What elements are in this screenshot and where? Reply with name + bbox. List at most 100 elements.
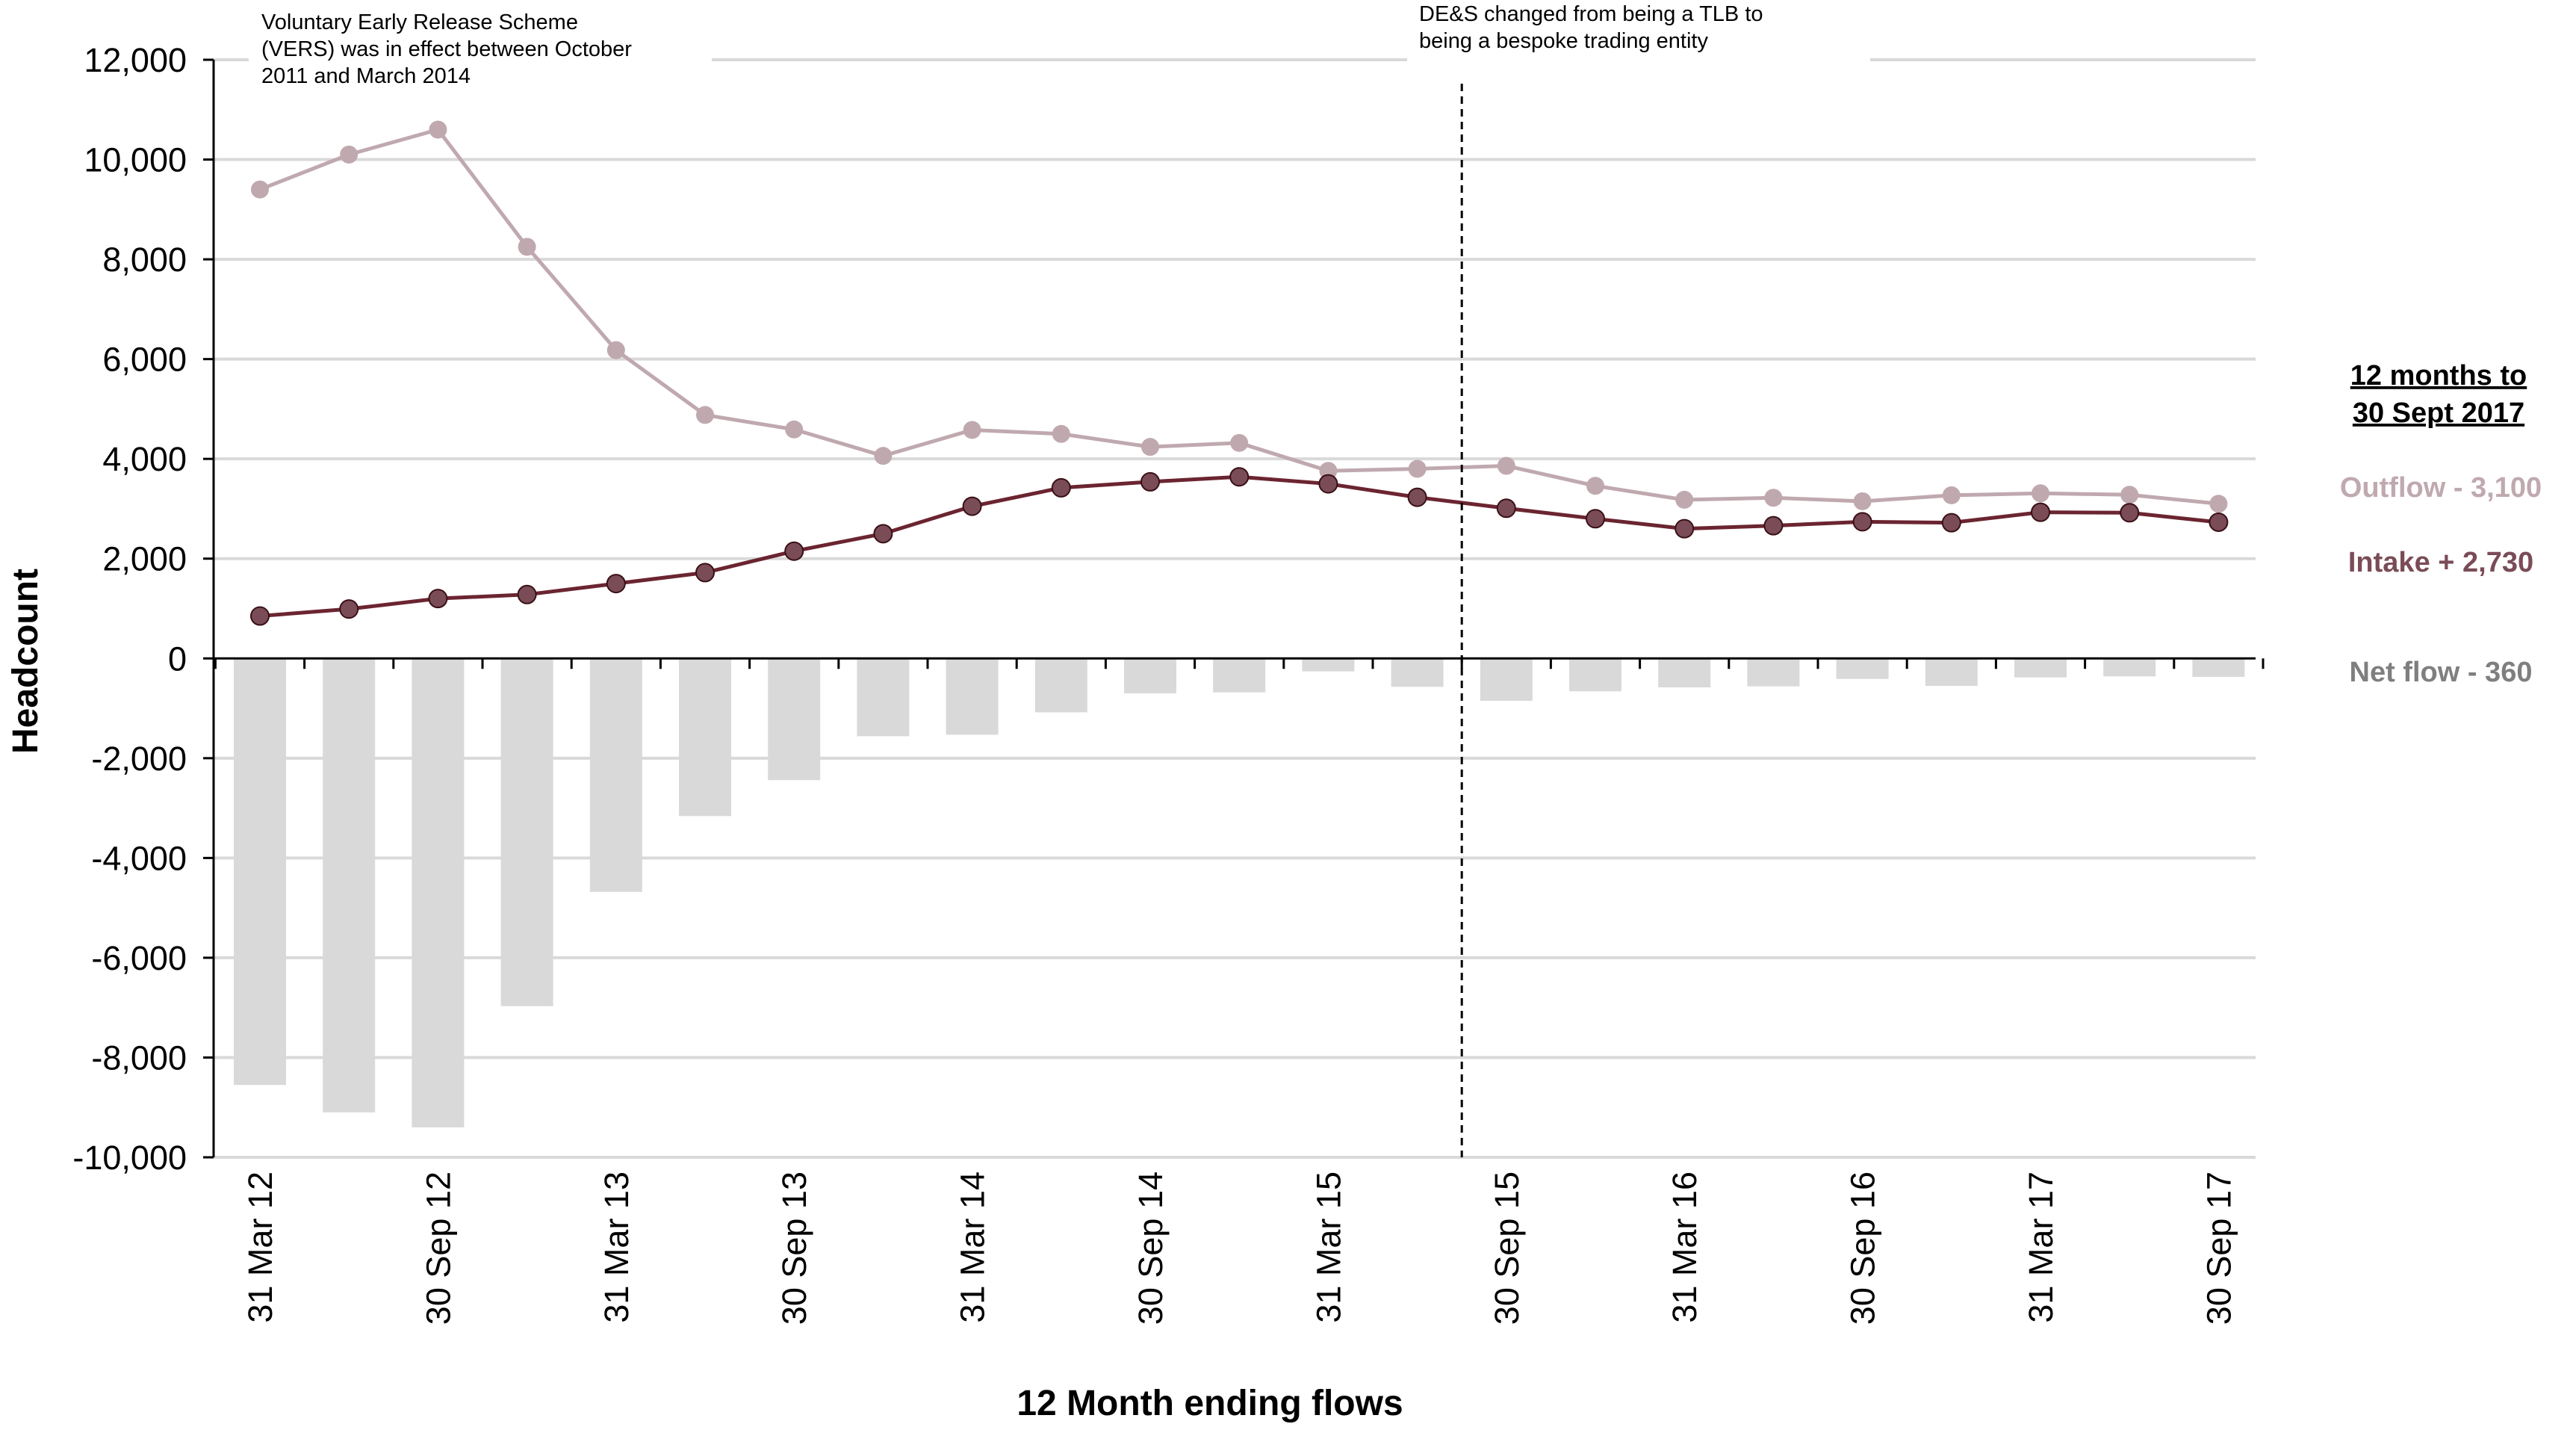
intake-point: [1675, 519, 1695, 539]
intake-point: [2120, 503, 2140, 523]
intake-point: [1763, 516, 1784, 536]
y-tick-label: -2,000: [91, 740, 187, 778]
x-tick-label: 30 Sep 15: [1488, 1171, 1526, 1325]
x-tick-label: 30 Sep 17: [2200, 1171, 2238, 1325]
outflow-point: [1764, 489, 1783, 507]
outflow-point: [2120, 486, 2139, 504]
outflow-point: [429, 120, 447, 139]
intake-point: [1407, 487, 1427, 507]
intake-point: [695, 563, 715, 583]
des-annotation: DE&S changed from being a TLB to being a…: [1407, 0, 1870, 63]
net-flow-bar: [768, 658, 821, 781]
x-tick-label: 31 Mar 12: [241, 1171, 279, 1323]
x-tick-label: 31 Mar 14: [954, 1171, 992, 1323]
intake-point: [339, 599, 359, 619]
outflow-point: [2032, 484, 2049, 503]
net-flow-bar: [1302, 658, 1355, 672]
summary-net-flow: Net flow - 360: [2350, 657, 2533, 688]
outflow-point: [1497, 456, 1515, 475]
y-tick-label: 12,000: [84, 41, 187, 79]
net-flow-bar: [946, 658, 999, 735]
net-flow-bar: [679, 658, 731, 817]
intake-point: [873, 524, 893, 544]
net-flow-bar: [234, 658, 286, 1086]
summary-intake: Intake + 2,730: [2348, 547, 2533, 578]
outflow-point: [874, 447, 893, 465]
net-flow-bar: [1569, 658, 1621, 692]
net-flow-bar: [412, 658, 465, 1127]
summary-panel: 12 months to 30 Sept 2017 Outflow - 3,10…: [2340, 360, 2542, 688]
outflow-point: [1675, 490, 1694, 509]
net-flow-bar: [2192, 658, 2245, 677]
x-tick-label: 30 Sep 14: [1132, 1171, 1170, 1325]
x-tick-labels: 31 Mar 12 30 Sep 12 31 Mar 13 30 Sep 13 31 M…: [241, 1171, 2238, 1325]
outflow-point: [1853, 492, 1872, 510]
annotation-line: (VERS) was in effect between October: [261, 37, 632, 61]
outflow-point: [1586, 477, 1604, 495]
x-tick-label: 31 Mar 16: [1666, 1171, 1704, 1323]
summary-outflow: Outflow - 3,100: [2340, 472, 2542, 504]
y-tick-label: 0: [168, 640, 187, 678]
intake-point: [517, 584, 537, 604]
net-flow-bar: [857, 658, 910, 737]
x-tick-label: 31 Mar 13: [598, 1171, 636, 1323]
intake-point: [1586, 509, 1605, 529]
outflow-point: [251, 180, 269, 199]
intake-point: [1852, 512, 1872, 532]
outflow-point: [963, 421, 981, 439]
net-flow-bar: [1658, 658, 1711, 688]
outflow-point: [340, 145, 359, 164]
summary-heading: 12 months to: [2350, 360, 2527, 391]
outflow-point: [606, 341, 625, 359]
annotation-line: being a bespoke trading entity: [1419, 29, 1708, 53]
axes: [203, 58, 2265, 1159]
net-flow-bar: [1213, 658, 1266, 693]
vers-annotation: Voluntary Early Release Scheme (VERS) wa…: [249, 4, 712, 88]
x-tick-label: 31 Mar 17: [2022, 1171, 2060, 1323]
y-axis-title: Headcount: [6, 569, 46, 754]
x-tick-label: 31 Mar 15: [1309, 1171, 1347, 1323]
y-tick-label: 6,000: [102, 341, 187, 379]
intake-point: [1318, 474, 1338, 494]
net-flow-bar: [589, 658, 642, 892]
annotation-line: DE&S changed from being a TLB to: [1419, 2, 1763, 26]
intake-point: [1496, 498, 1516, 519]
x-tick-label: 30 Sep 16: [1844, 1171, 1882, 1325]
net-flow-bar: [1836, 658, 1889, 679]
net-flow-bar: [1124, 658, 1176, 694]
intake-point: [1941, 513, 1961, 533]
y-tick-labels: 12,000 10,000 8,000 6,000 4,000 2,000 0 -2,000 -…: [72, 41, 187, 1177]
annotation-line: Voluntary Early Release Scheme: [261, 10, 578, 34]
net-flow-bar: [1034, 658, 1087, 713]
intake-point: [2031, 502, 2050, 522]
outflow-point: [785, 420, 804, 439]
net-flow-bar: [323, 658, 376, 1112]
outflow-point: [696, 406, 714, 424]
y-tick-label: -4,000: [91, 839, 187, 877]
net-flow-bar: [1480, 658, 1533, 702]
net-flow-bar: [1391, 658, 1444, 687]
x-axis-title: 12 Month ending flows: [1017, 1384, 1403, 1423]
outflow-point: [1408, 459, 1427, 478]
summary-heading: 30 Sept 2017: [2353, 397, 2524, 429]
intake-point: [250, 606, 270, 626]
intake-point: [784, 541, 804, 561]
intake-point: [962, 496, 982, 516]
net-flow-bars: [234, 658, 2245, 1127]
intake-point: [606, 574, 626, 594]
line-series: [250, 120, 2229, 626]
intake-point: [1229, 467, 1250, 487]
y-tick-label: -8,000: [91, 1039, 187, 1077]
intake-point: [1051, 477, 1071, 498]
y-tick-label: -6,000: [91, 939, 187, 977]
annotation-line: 2011 and March 2014: [261, 64, 471, 88]
intake-point: [1140, 471, 1160, 492]
net-flow-bar: [1747, 658, 1800, 687]
outflow-point: [1230, 433, 1249, 452]
outflow-point: [1942, 486, 1961, 504]
y-tick-label: 2,000: [102, 540, 187, 578]
net-flow-bar: [2014, 658, 2067, 678]
x-tick-label: 30 Sep 12: [419, 1171, 457, 1325]
y-tick-label: 4,000: [102, 440, 187, 478]
